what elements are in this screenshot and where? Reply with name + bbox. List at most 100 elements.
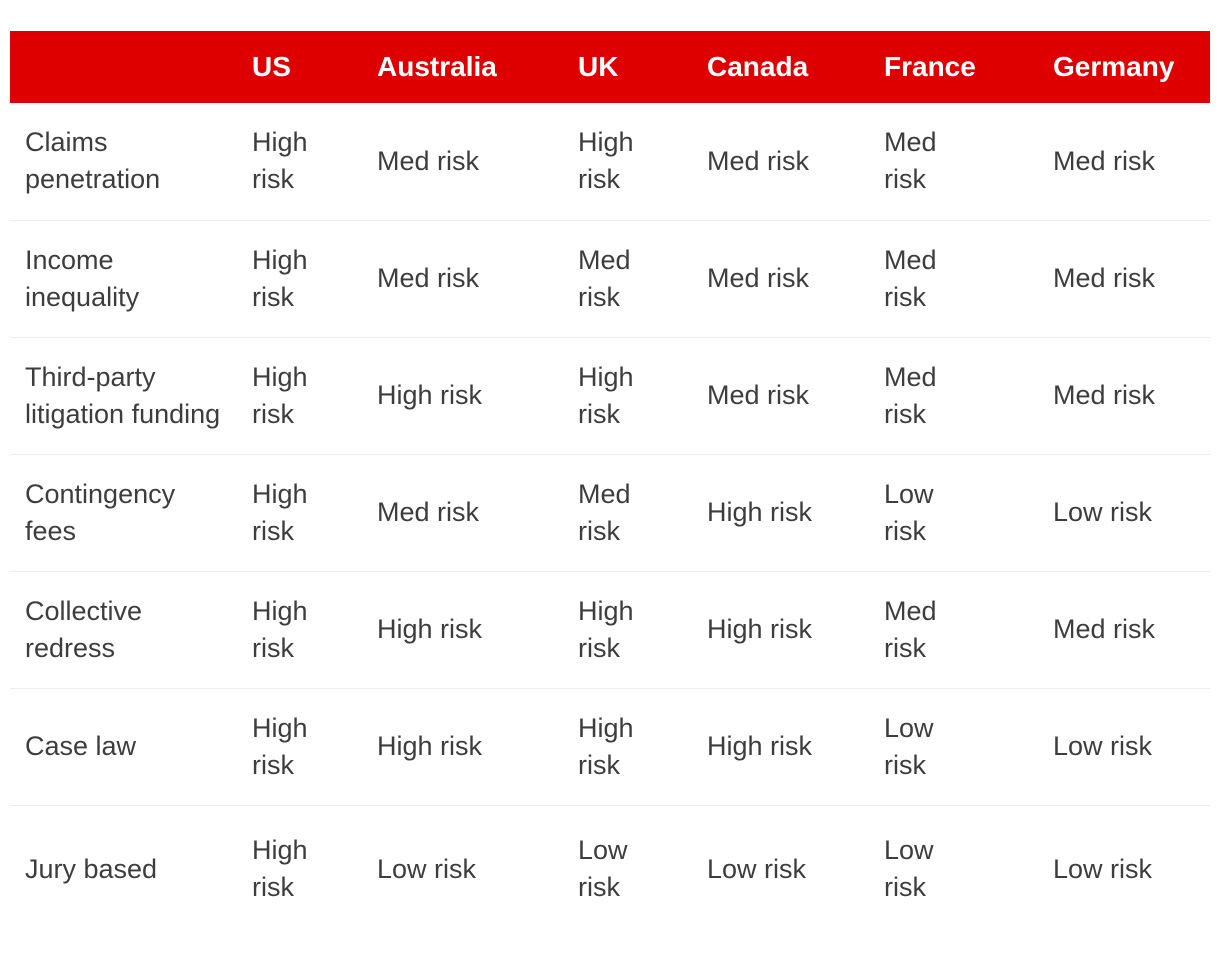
column-header-uk: UK [563, 31, 692, 103]
risk-value: High risk [578, 595, 634, 663]
risk-cell-australia: Med risk [362, 219, 563, 337]
risk-value: Med risk [884, 595, 937, 663]
risk-value: High risk [252, 595, 308, 663]
risk-value: Med risk [578, 478, 631, 546]
risk-value: High risk [252, 127, 308, 195]
table-row: Income inequality High risk Med risk Med… [10, 219, 1210, 337]
risk-cell-us: High risk [237, 804, 362, 933]
risk-cell-uk: Med risk [563, 219, 692, 337]
risk-cell-us: High risk [237, 103, 362, 220]
risk-cell-canada: High risk [692, 570, 869, 688]
risk-cell-australia: High risk [362, 570, 563, 688]
risk-value: High risk [707, 497, 813, 527]
corner-cell [10, 31, 237, 103]
row-label: Income inequality [10, 219, 237, 337]
column-header-australia: Australia [362, 31, 563, 103]
risk-cell-france: Low risk [869, 804, 1038, 933]
risk-value: Low risk [377, 853, 477, 884]
risk-cell-us: High risk [237, 570, 362, 688]
row-label: Contingency fees [10, 453, 237, 571]
column-header-us: US [237, 31, 362, 103]
risk-cell-australia: High risk [362, 687, 563, 805]
table-body: Claims penetration High risk Med risk Hi… [10, 103, 1210, 933]
risk-cell-germany: Low risk [1038, 687, 1210, 805]
risk-cell-us: High risk [237, 453, 362, 571]
risk-value: High risk [578, 712, 634, 780]
risk-cell-australia: Med risk [362, 453, 563, 571]
table-row: Claims penetration High risk Med risk Hi… [10, 103, 1210, 220]
risk-value: Low risk [1053, 497, 1153, 527]
risk-value: Low risk [1053, 731, 1153, 761]
row-label: Third-party litigation funding [10, 336, 237, 454]
risk-value: Low risk [884, 835, 934, 903]
risk-value: High risk [377, 614, 483, 644]
risk-cell-canada: High risk [692, 453, 869, 571]
risk-cell-uk: High risk [563, 103, 692, 220]
risk-cell-canada: Med risk [692, 103, 869, 220]
risk-cell-australia: High risk [362, 336, 563, 454]
risk-value: High risk [252, 835, 308, 903]
risk-value: Med risk [578, 244, 631, 312]
risk-value: High risk [252, 244, 308, 312]
risk-value: Med risk [1053, 145, 1156, 176]
risk-cell-germany: Low risk [1038, 804, 1210, 933]
risk-cell-germany: Low risk [1038, 453, 1210, 571]
risk-cell-canada: Low risk [692, 804, 869, 933]
row-label: Claims penetration [25, 127, 161, 195]
row-label: Jury based [10, 804, 237, 933]
risk-cell-germany: Med risk [1038, 219, 1210, 337]
risk-value: High risk [252, 361, 308, 429]
table-header-row: US Australia UK Canada France Germany [10, 31, 1210, 103]
risk-value: Low risk [707, 853, 807, 884]
column-header-germany: Germany [1038, 31, 1210, 103]
risk-cell-canada: Med risk [692, 219, 869, 337]
risk-value: Med risk [377, 497, 480, 527]
risk-cell-france: Med risk [869, 103, 1038, 220]
table-row: Collective redress High risk High risk H… [10, 570, 1210, 688]
risk-cell-canada: High risk [692, 687, 869, 805]
risk-cell-us: High risk [237, 336, 362, 454]
risk-value: Low risk [578, 835, 628, 903]
table-row: Case law High risk High risk High risk H… [10, 687, 1210, 805]
risk-value: High risk [578, 361, 634, 429]
risk-value: Med risk [377, 145, 480, 176]
risk-cell-uk: High risk [563, 687, 692, 805]
risk-cell-uk: Med risk [563, 453, 692, 571]
risk-cell-us: High risk [237, 687, 362, 805]
risk-cell-france: Low risk [869, 687, 1038, 805]
column-header-canada: Canada [692, 31, 869, 103]
risk-value: Med risk [707, 263, 810, 293]
risk-cell-us: High risk [237, 219, 362, 337]
risk-value: High risk [578, 127, 634, 195]
risk-cell-germany: Med risk [1038, 103, 1210, 220]
risk-value: Med risk [377, 263, 480, 293]
risk-value: Med risk [884, 361, 937, 429]
risk-cell-australia: Med risk [362, 103, 563, 220]
table-row: Third-party litigation funding High risk… [10, 336, 1210, 454]
risk-value: High risk [377, 380, 483, 410]
row-label: Collective redress [10, 570, 237, 688]
risk-cell-france: Med risk [869, 219, 1038, 337]
risk-value: Med risk [1053, 380, 1156, 410]
table-row: Jury based High risk Low risk Low risk L… [10, 804, 1210, 933]
risk-value: High risk [707, 731, 813, 761]
risk-cell-uk: High risk [563, 336, 692, 454]
risk-value: Low risk [1053, 853, 1153, 884]
risk-value: Low risk [884, 478, 934, 546]
row-label: Case law [10, 687, 237, 805]
risk-value: Low risk [884, 712, 934, 780]
risk-value: Med risk [707, 145, 810, 176]
risk-value: High risk [252, 478, 308, 546]
column-header-france: France [869, 31, 1038, 103]
risk-cell-france: Med risk [869, 336, 1038, 454]
risk-cell-uk: High risk [563, 570, 692, 688]
risk-value: High risk [377, 731, 483, 761]
risk-value: High risk [252, 712, 308, 780]
risk-cell-uk: Low risk [563, 804, 692, 933]
risk-cell-germany: Med risk [1038, 570, 1210, 688]
risk-value: Med risk [1053, 263, 1156, 293]
risk-value: Med risk [884, 244, 937, 312]
risk-cell-australia: Low risk [362, 804, 563, 933]
risk-value: Med risk [884, 127, 937, 195]
